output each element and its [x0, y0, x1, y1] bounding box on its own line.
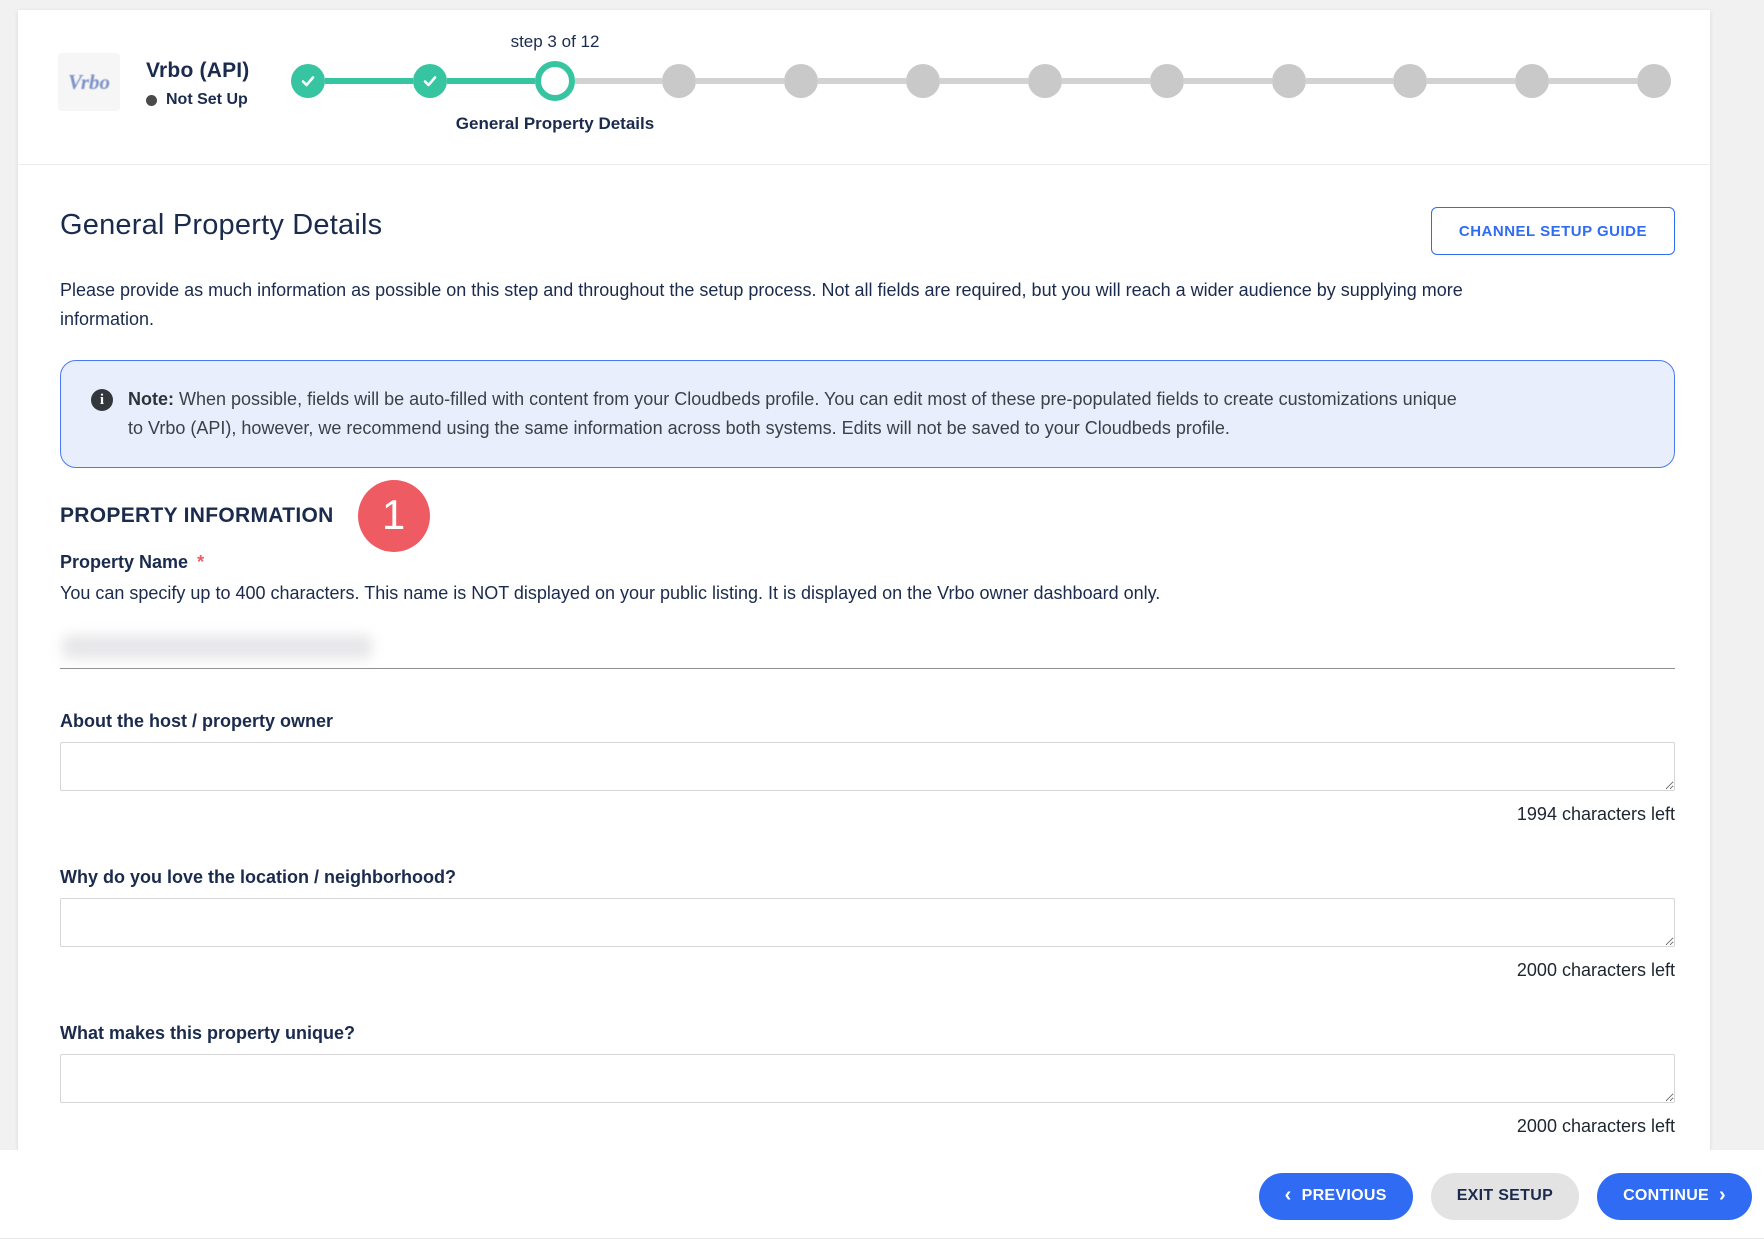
property-name-label: Property Name *: [60, 552, 1675, 573]
page-bottom-divider: [0, 1238, 1764, 1239]
channel-logo: Vrbo: [58, 53, 120, 111]
step-dot-3: [534, 61, 575, 101]
love-location-field: Why do you love the location / neighborh…: [60, 867, 1675, 981]
step-connector: [818, 78, 907, 84]
exit-setup-button[interactable]: EXIT SETUP: [1430, 1172, 1580, 1220]
check-icon: [301, 76, 315, 87]
step-connector: [1549, 78, 1637, 84]
step-dot-11: [1515, 64, 1550, 98]
unique-field: What makes this property unique? 2000 ch…: [60, 1023, 1675, 1137]
note-body: When possible, fields will be auto-fille…: [128, 389, 1457, 438]
page-title: General Property Details: [60, 209, 383, 241]
chevron-right-icon: ›: [1719, 1184, 1726, 1206]
stepper-track: [291, 61, 1671, 101]
chevron-left-icon: ‹: [1284, 1184, 1292, 1206]
step-connector: [940, 78, 1028, 84]
step-dot-6: [906, 64, 941, 98]
step-dot-2: [412, 64, 447, 98]
current-step-name: General Property Details: [455, 114, 655, 133]
section-header: PROPERTY INFORMATION 1: [60, 480, 1675, 552]
step-dot-5: [784, 64, 819, 98]
step-connector: [1305, 78, 1394, 84]
step-content: General Property Details CHANNEL SETUP G…: [18, 165, 1710, 1137]
wizard-header: Vrbo Vrbo (API) Not Set Up step 3 of 12 …: [18, 10, 1710, 165]
continue-button-label: CONTINUE: [1623, 1187, 1710, 1204]
step-connector: [325, 78, 413, 84]
info-icon: i: [91, 389, 113, 411]
note-text: Note: When possible, fields will be auto…: [128, 385, 1473, 443]
love-location-label: Why do you love the location / neighborh…: [60, 867, 456, 887]
previous-button-label: PREVIOUS: [1301, 1187, 1387, 1204]
title-row: General Property Details CHANNEL SETUP G…: [60, 207, 1675, 255]
property-name-input[interactable]: [60, 629, 1675, 669]
love-location-textarea[interactable]: [60, 898, 1675, 947]
unique-textarea[interactable]: [60, 1054, 1675, 1103]
channel-info: Vrbo (API) Not Set Up: [146, 59, 250, 109]
step-dot-12: [1636, 64, 1671, 98]
vrbo-logo-icon: Vrbo: [67, 69, 111, 94]
annotation-badge-1: 1: [357, 480, 430, 552]
note-callout: i Note: When possible, fields will be au…: [60, 360, 1675, 468]
love-location-counter: 2000 characters left: [1516, 960, 1675, 980]
channel-status: Not Set Up: [146, 91, 250, 109]
redacted-value-blur: [62, 635, 372, 659]
channel-setup-guide-button[interactable]: CHANNEL SETUP GUIDE: [1430, 207, 1675, 255]
previous-button[interactable]: ‹ PREVIOUS: [1258, 1172, 1413, 1220]
step-connector: [696, 78, 785, 84]
step-dot-7: [1027, 64, 1062, 98]
section-title: PROPERTY INFORMATION: [60, 504, 334, 527]
step-dot-9: [1271, 64, 1306, 98]
step-dot-4: [662, 64, 697, 98]
continue-button[interactable]: CONTINUE ›: [1597, 1172, 1752, 1220]
property-name-label-text: Property Name: [60, 552, 189, 572]
exit-setup-label: EXIT SETUP: [1456, 1187, 1554, 1204]
property-name-field: Property Name * You can specify up to 400…: [60, 552, 1675, 669]
step-dot-10: [1393, 64, 1428, 98]
status-label: Not Set Up: [166, 91, 248, 108]
unique-counter: 2000 characters left: [1516, 1116, 1675, 1136]
intro-text: Please provide as much information as po…: [60, 280, 1463, 329]
note-label: Note:: [128, 389, 174, 409]
unique-label: What makes this property unique?: [60, 1023, 356, 1043]
step-dot-1: [291, 64, 325, 98]
step-connector: [1427, 78, 1516, 84]
step-connector: [1183, 78, 1272, 84]
step-connector: [1061, 78, 1150, 84]
wizard-footer: ‹ PREVIOUS EXIT SETUP CONTINUE ›: [0, 1150, 1764, 1242]
about-host-counter: 1994 characters left: [1516, 804, 1675, 824]
property-name-helper: You can specify up to 400 characters. Th…: [60, 583, 1161, 603]
step-dot-8: [1149, 64, 1184, 98]
check-icon: [423, 76, 437, 87]
step-connector: [446, 78, 535, 84]
about-host-textarea[interactable]: [60, 742, 1675, 791]
channel-name: Vrbo (API): [146, 59, 250, 82]
about-host-label: About the host / property owner: [60, 711, 333, 731]
required-asterisk: *: [197, 552, 205, 572]
step-connector: [574, 78, 663, 84]
setup-wizard-card: Vrbo Vrbo (API) Not Set Up step 3 of 12 …: [18, 10, 1710, 1150]
about-host-field: About the host / property owner 1994 cha…: [60, 711, 1675, 825]
step-counter: step 3 of 12: [510, 32, 600, 51]
status-dot-icon: [146, 94, 157, 106]
